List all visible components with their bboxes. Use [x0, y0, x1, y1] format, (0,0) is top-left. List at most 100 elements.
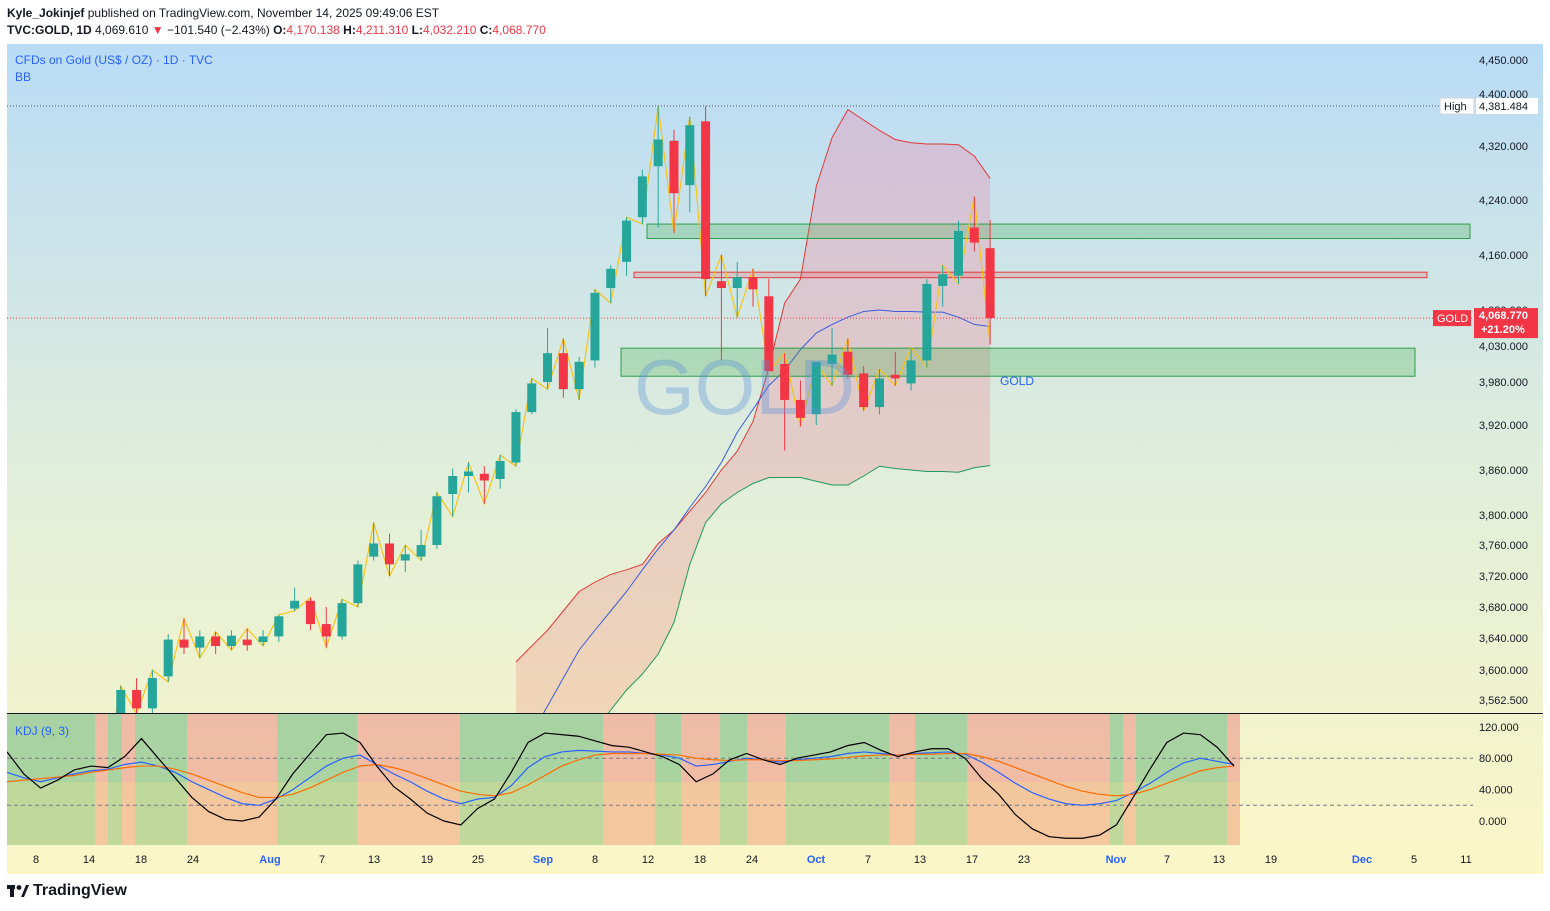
time-tick-label: 12	[642, 854, 654, 866]
low-value: 4,032.210	[423, 23, 477, 37]
candle-body	[527, 383, 537, 413]
high-value: 4,211.310	[355, 23, 409, 37]
kdj-shade-bear	[1227, 714, 1240, 845]
candle-body	[748, 277, 758, 290]
price-tick-label: 3,640.000	[1479, 633, 1528, 645]
price-axis[interactable]: 4,450.000 4,400.000 4,320.000 4,240.000 4,16…	[1479, 55, 1528, 707]
price-tick-label: 3,920.000	[1479, 420, 1528, 432]
kdj-shade-bull	[1136, 714, 1227, 845]
last-price-box	[1474, 308, 1538, 339]
published-text: published on TradingView.com, November 1…	[87, 6, 440, 20]
kdj-line-d	[7, 752, 1235, 799]
candle-body	[795, 399, 805, 418]
candle-body	[416, 545, 426, 557]
time-tick-label: 18	[694, 854, 706, 866]
candle-body	[258, 636, 268, 642]
time-tick-label: Oct	[807, 854, 826, 866]
candle-body	[511, 412, 521, 463]
price-tick-label: 3,980.000	[1479, 377, 1528, 389]
down-arrow-icon: ▼	[151, 23, 164, 37]
price-tick-label: 4,240.000	[1479, 195, 1528, 207]
candle-body	[685, 125, 695, 186]
candle-body	[780, 364, 790, 400]
candle-body	[985, 248, 995, 319]
kdj-indicator-label[interactable]: KDJ (9, 3)	[15, 724, 69, 738]
time-tick-label: 11	[1460, 854, 1471, 866]
time-tick-label: 14	[83, 854, 95, 866]
bollinger-basis-line	[543, 309, 991, 713]
candle-body	[353, 564, 363, 604]
kdj-shade-bull	[915, 714, 967, 845]
kdj-shade-bear	[967, 714, 1110, 845]
candle-body	[669, 140, 679, 194]
candle-body	[369, 543, 379, 557]
time-tick-label: 7	[1164, 854, 1170, 866]
candle-body	[400, 554, 410, 561]
candle-body	[890, 374, 900, 379]
time-tick-label: 25	[472, 854, 484, 866]
kdj-tick-label: 40.000	[1479, 785, 1513, 797]
price-tick-label: 3,800.000	[1479, 510, 1528, 522]
symbol-tag-box	[1433, 310, 1471, 327]
price-pane	[7, 105, 1473, 713]
last-price-label: 4,068.770	[1479, 310, 1528, 322]
candle-body	[637, 176, 647, 218]
candle-body	[290, 600, 300, 609]
chart-area[interactable]: 4,450.000 4,400.000 4,320.000 4,240.000 4,16…	[7, 44, 1543, 874]
candle-body	[811, 361, 821, 415]
close-value: 4,068.770	[492, 23, 546, 37]
bb-indicator-label[interactable]: BB	[15, 70, 31, 84]
chart-title[interactable]: CFDs on Gold (US$ / OZ) · 1D · TVC	[15, 53, 213, 67]
kdj-background	[7, 714, 1240, 845]
zone-resistance	[646, 223, 1471, 239]
price-tags: High 4,381.484 GOLD 4,068.770 +21.20%	[1433, 97, 1538, 339]
candle-body	[701, 121, 711, 280]
time-tick-label: Dec	[1352, 854, 1372, 866]
price-tick-label: 3,562.500	[1479, 695, 1528, 707]
candle-body	[574, 361, 584, 390]
time-tick-label: 7	[319, 854, 325, 866]
time-tick-label: 13	[914, 854, 926, 866]
time-tick-label: 8	[592, 854, 598, 866]
candle-body	[906, 360, 916, 384]
high-value-label: 4,381.484	[1479, 101, 1528, 113]
time-tick-label: 13	[368, 854, 380, 866]
last-price: 4,069.610	[95, 23, 149, 37]
ohlc-line: TVC:GOLD, 1D 4,069.610 ▼ −101.540 (−2.43…	[7, 23, 546, 37]
kdj-shade-bear	[122, 714, 135, 845]
kdj-shade-bull	[277, 714, 357, 845]
tradingview-logo-icon	[7, 884, 29, 898]
candle-body	[211, 636, 221, 646]
kdj-tick-label: 120.000	[1479, 722, 1519, 734]
price-tick-label: 3,860.000	[1479, 465, 1528, 477]
price-tick-label: 4,160.000	[1479, 250, 1528, 262]
candle-body	[432, 496, 442, 545]
time-axis[interactable]: 8 14 18 24 Aug 7 13 19 25 Sep 8 12 18 24 Oct 7 13 17 23 Nov…	[33, 854, 1472, 866]
kdj-shade-bull	[108, 714, 122, 845]
candle-body	[558, 353, 568, 390]
symbol-label: TVC:GOLD, 1D	[7, 23, 92, 37]
time-tick-label: 17	[966, 854, 978, 866]
price-tick-label: 4,400.000	[1479, 89, 1528, 101]
candle-body	[622, 220, 632, 262]
time-tick-label: 5	[1411, 854, 1417, 866]
price-tick-label: 3,720.000	[1479, 571, 1528, 583]
candle-body	[590, 292, 600, 361]
time-tick-label: 8	[33, 854, 39, 866]
author-name[interactable]: Kyle_Jokinjef	[7, 6, 85, 20]
kdj-shade-tint	[7, 782, 1240, 845]
candle-body	[495, 461, 505, 479]
low-label: L:	[411, 23, 423, 37]
candle-body	[163, 639, 173, 677]
chart-svg[interactable]: 4,450.000 4,400.000 4,320.000 4,240.000 4,16…	[7, 44, 1543, 874]
footer-brand[interactable]: TradingView	[7, 882, 127, 900]
candle-body	[716, 281, 726, 288]
candle-body	[859, 373, 869, 408]
candle-body	[384, 543, 394, 565]
kdj-shade-bear	[1123, 714, 1136, 845]
candle-body	[321, 624, 331, 637]
kdj-axis[interactable]: 120.000 80.000 40.000 0.000	[1479, 722, 1519, 828]
bollinger-band-fill	[515, 109, 991, 713]
time-tick-label: 19	[421, 854, 433, 866]
kdj-shade-bear	[889, 714, 915, 845]
